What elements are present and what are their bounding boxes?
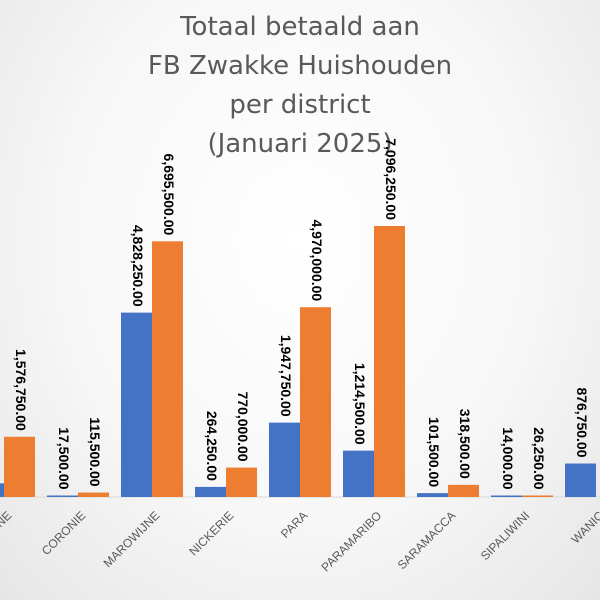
data-label-orange-sipaliwini: 26,250.00	[531, 427, 547, 489]
bar-blue-nickerie	[195, 486, 226, 497]
category-label-saramacca: SARAMACCA	[395, 508, 459, 572]
data-label-orange-commewijne: 1,576,750.00	[13, 349, 29, 431]
data-label-orange-coronie: 115,500.00	[87, 417, 103, 487]
bar-blue-coronie	[47, 495, 78, 497]
category-label-nickerie: NICKERIE	[186, 508, 236, 558]
data-label-orange-para: 4,970,000.00	[309, 219, 325, 301]
data-label-blue-saramacca: 101,500.00	[426, 417, 442, 487]
data-label-blue-sipaliwini: 14,000.00	[500, 427, 516, 489]
chart-title-line-3: per district	[229, 90, 371, 120]
bar-blue-paramaribo	[343, 450, 374, 497]
chart-title-line-4: (Januari 2025)	[207, 129, 393, 159]
data-label-blue-coronie: 17,500.00	[56, 427, 72, 489]
data-label-blue-paramaribo: 1,214,500.00	[352, 363, 368, 445]
data-label-blue-marowijne: 4,828,250.00	[130, 225, 146, 307]
bar-orange-para	[300, 307, 331, 497]
chart-title: Totaal betaald aan FB Zwakke Huishouden …	[0, 8, 600, 164]
data-label-orange-nickerie: 770,000.00	[235, 392, 251, 462]
data-label-blue-para: 1,947,750.00	[278, 335, 294, 417]
bar-orange-coronie	[78, 492, 109, 497]
category-label-para: PARA	[278, 508, 310, 540]
chart-title-line-2: FB Zwakke Huishouden	[147, 51, 453, 81]
bar-blue-wanica	[565, 463, 596, 497]
bar-orange-commewijne	[4, 436, 35, 497]
category-label-sipaliwini: SIPALIWINI	[478, 508, 533, 563]
data-label-orange-marowijne: 6,695,500.00	[161, 154, 177, 236]
bar-blue-sipaliwini	[491, 495, 522, 497]
bar-orange-nickerie	[226, 467, 257, 497]
bar-orange-paramaribo	[374, 226, 405, 497]
bar-blue-commewijne	[0, 483, 4, 497]
category-label-coronie: CORONIE	[39, 508, 89, 558]
category-label-wanica: WANIC	[568, 508, 600, 546]
data-label-blue-wanica: 876,750.00	[574, 387, 590, 457]
bar-orange-saramacca	[448, 484, 479, 497]
category-label-marowijne: MAROWIJNE	[101, 508, 163, 570]
bar-blue-saramacca	[417, 493, 448, 497]
bar-blue-marowijne	[121, 312, 152, 497]
category-label-commewijne: WIJNE	[0, 508, 14, 544]
data-label-orange-saramacca: 318,500.00	[457, 409, 473, 479]
bar-orange-sipaliwini	[522, 495, 553, 497]
data-label-blue-nickerie: 264,250.00	[204, 411, 220, 481]
bar-blue-para	[269, 422, 300, 497]
bar-orange-marowijne	[152, 241, 183, 497]
chart-title-line-1: Totaal betaald aan	[180, 12, 420, 42]
data-label-orange-paramaribo: 7,096,250.00	[383, 138, 399, 220]
category-label-paramaribo: PARAMARIBO	[319, 508, 385, 574]
